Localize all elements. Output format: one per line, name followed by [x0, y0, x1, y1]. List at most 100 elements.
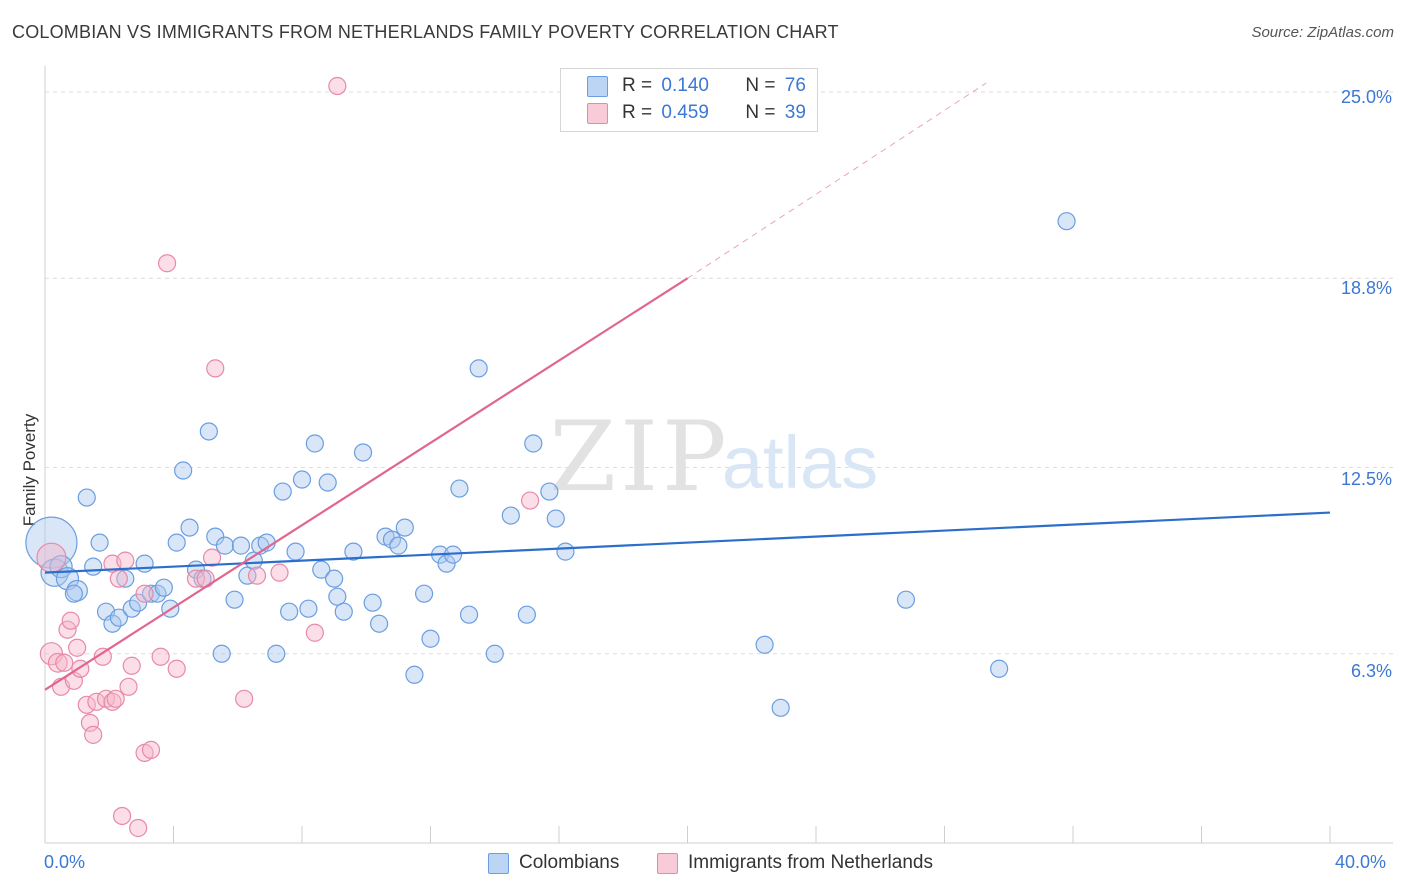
y-tick-label: 18.8%	[1340, 278, 1392, 298]
point-colombian	[334, 602, 353, 621]
point-netherlands	[129, 818, 148, 838]
point-colombian	[280, 602, 299, 621]
point-netherlands	[122, 656, 141, 675]
legend-label-colombians: Colombians	[519, 852, 620, 873]
legend-item-netherlands: Immigrants from Netherlands	[657, 852, 933, 874]
point-netherlands	[80, 713, 100, 732]
point-colombian	[212, 644, 231, 663]
point-colombian	[116, 569, 135, 588]
point-colombian	[990, 659, 1009, 678]
watermark-atlas: atlas	[722, 421, 878, 504]
legend-n-value-blue: 76	[784, 75, 806, 96]
point-colombian	[199, 422, 218, 441]
legend-swatch-blue	[488, 852, 509, 874]
chart-title: COLOMBIAN VS IMMIGRANTS FROM NETHERLANDS…	[12, 22, 839, 42]
point-netherlands	[305, 623, 324, 642]
y-tick-label: 6.3%	[1350, 661, 1392, 681]
point-colombian	[540, 482, 559, 501]
point-colombian	[225, 590, 244, 609]
trend-line-netherlands	[44, 277, 689, 691]
point-netherlands	[68, 638, 87, 657]
legend-n-label: N =	[745, 102, 776, 123]
series-netherlands	[36, 76, 540, 838]
point-colombian	[344, 542, 363, 561]
point-colombian	[370, 614, 389, 633]
legend-r-value-pink: 0.459	[661, 102, 709, 123]
legend-label-netherlands: Immigrants from Netherlands	[688, 852, 933, 873]
point-colombian	[305, 434, 324, 453]
legend-row-netherlands: R = 0.459 N = 39	[587, 100, 806, 126]
legend-n-value-pink: 39	[784, 102, 806, 123]
legend-swatch-blue	[587, 75, 608, 97]
point-colombian	[180, 518, 199, 537]
point-colombian	[292, 470, 312, 489]
point-netherlands	[141, 740, 161, 759]
legend-box: R = 0.140 N = 76 R = 0.459 N = 39	[560, 68, 818, 132]
point-colombian	[154, 578, 173, 597]
point-colombian	[421, 629, 440, 648]
point-netherlands	[36, 542, 67, 573]
point-colombian	[771, 698, 790, 717]
point-colombian	[450, 479, 469, 498]
point-colombian	[437, 554, 456, 573]
series-colombians	[25, 212, 1076, 717]
point-netherlands	[47, 652, 68, 673]
point-netherlands	[167, 659, 186, 678]
point-colombian	[174, 461, 193, 480]
point-colombian	[167, 533, 186, 552]
bottom-legend: Colombians Immigrants from Netherlands	[0, 852, 1406, 876]
y-tick-label: 12.5%	[1340, 469, 1392, 489]
point-colombian	[238, 566, 257, 585]
trend-line-colombians	[44, 511, 1331, 574]
point-netherlands	[106, 689, 125, 708]
point-colombian	[469, 359, 488, 378]
point-netherlands	[235, 689, 254, 708]
point-colombian	[109, 608, 128, 627]
point-netherlands	[103, 692, 122, 711]
point-colombian	[485, 644, 504, 663]
legend-r-value-blue: 0.140	[661, 75, 709, 96]
point-netherlands	[135, 584, 154, 603]
point-colombian	[524, 434, 543, 453]
point-colombian	[405, 665, 424, 684]
axes	[44, 66, 1393, 844]
point-netherlands	[328, 76, 347, 96]
point-colombian	[414, 584, 434, 603]
point-colombian	[135, 554, 154, 573]
point-colombian	[90, 533, 109, 552]
point-colombian	[363, 593, 382, 612]
point-colombian	[273, 482, 292, 501]
point-colombian	[556, 542, 575, 561]
point-netherlands	[93, 647, 112, 666]
point-netherlands	[247, 566, 267, 585]
point-netherlands	[196, 569, 215, 588]
legend-n-label: N =	[745, 75, 776, 96]
legend-swatch-pink	[657, 852, 678, 874]
point-netherlands	[61, 611, 80, 630]
trend-line-netherlands-extension	[687, 82, 987, 279]
point-colombian	[546, 509, 565, 528]
point-netherlands	[520, 491, 540, 510]
point-netherlands	[157, 254, 177, 273]
point-netherlands	[186, 569, 206, 588]
point-colombian	[1057, 212, 1076, 231]
point-netherlands	[119, 677, 138, 696]
point-colombian	[231, 536, 251, 555]
y-tick-label: 25.0%	[1340, 87, 1392, 107]
point-colombian	[267, 644, 286, 663]
point-colombian	[459, 605, 479, 624]
watermark-zip: ZIP	[549, 401, 730, 513]
point-colombian	[395, 518, 414, 537]
legend-r-label: R =	[622, 102, 653, 123]
legend-row-colombians: R = 0.140 N = 76	[587, 73, 806, 99]
legend-swatch-pink	[587, 102, 608, 124]
point-colombian	[318, 473, 337, 492]
point-netherlands	[109, 569, 128, 588]
point-colombian	[286, 542, 305, 561]
source-label: Source: ZipAtlas.com	[1251, 24, 1394, 41]
point-colombian	[77, 488, 96, 507]
legend-item-colombians: Colombians	[488, 852, 619, 874]
point-colombian	[325, 569, 344, 588]
legend-r-label: R =	[622, 75, 653, 96]
point-colombian	[755, 635, 774, 654]
